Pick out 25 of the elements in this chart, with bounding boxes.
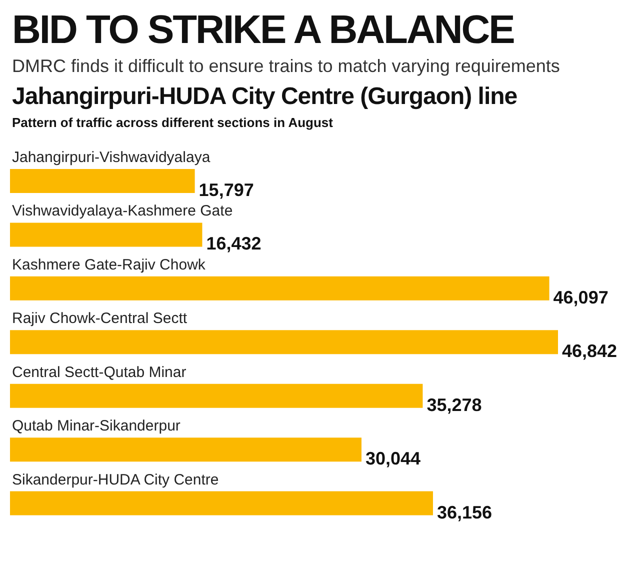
data-label: 16,432 [206, 234, 262, 254]
bar [10, 438, 362, 462]
bar [10, 169, 195, 193]
y-tick-label: Kashmere Gate-Rajiv Chowk [12, 256, 206, 274]
data-label: 36,156 [436, 502, 492, 522]
bar [10, 491, 433, 516]
chart-title: BID TO STRIKE A BALANCE [11, 8, 515, 52]
y-tick-label: Central Sectt-Qutab Minar [12, 364, 186, 381]
data-label: 15,797 [198, 180, 254, 200]
y-tick-label: Rajiv Chowk-Central Sectt [12, 310, 188, 328]
text: Jahangirpuri-HUDA City Centre (Gurgaon) line [11, 83, 518, 111]
y-tick-label: Jahangirpuri-Vishwavidyalaya [12, 149, 211, 166]
data-label: 46,097 [553, 287, 608, 308]
chart-subtitle: DMRC finds it difficult to ensure trains to match varying requirements [11, 56, 561, 77]
data-label: 46,842 [562, 341, 618, 362]
bar [10, 222, 202, 247]
bar [10, 276, 550, 300]
y-tick-label: Sikanderpur-HUDA City Centre [12, 471, 219, 488]
data-label: 30,044 [365, 448, 421, 469]
y-tick-label: Vishwavidyalaya-Kashmere Gate [12, 202, 233, 220]
data-label: 35,278 [426, 394, 482, 415]
y-tick-label: Qutab Minar-Sikanderpur [12, 418, 180, 435]
text: Pattern of traffic across different sections in August [11, 115, 334, 130]
bar [10, 384, 423, 408]
bar [10, 330, 558, 354]
